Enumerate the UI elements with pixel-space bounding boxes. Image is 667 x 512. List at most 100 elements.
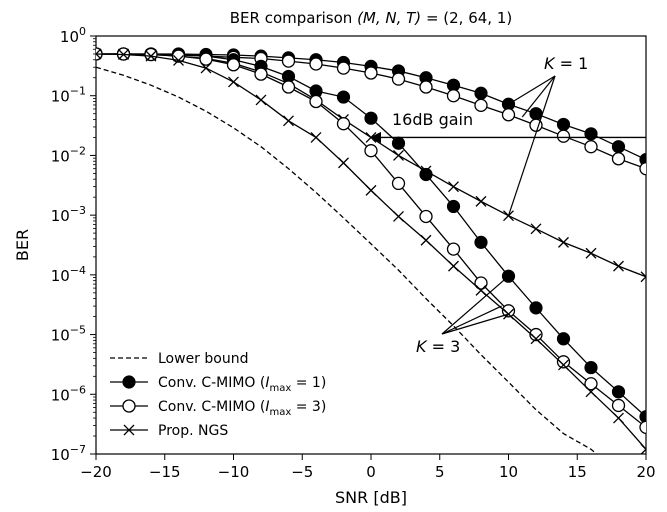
x-tick-label: 20 [636,463,655,481]
k3-arrow [441,275,509,335]
data-point [639,420,646,434]
data-point [639,410,646,424]
data-point [336,61,351,75]
data-point [96,48,102,60]
data-point [393,211,404,222]
series-line [96,66,598,454]
data-point [391,136,406,150]
x-tick-label: 10 [499,463,518,481]
legend-label: Lower bound [158,351,248,367]
data-point [446,89,461,103]
data-point [420,234,432,246]
data-point [556,117,571,132]
data-point [501,304,516,318]
data-point [556,129,571,143]
x-tick-label: 0 [366,463,376,481]
data-point [611,140,626,154]
data-point [281,54,296,68]
series-5 [96,47,646,434]
legend-label: Prop. NGS [158,423,228,439]
legend-marker [122,399,136,413]
y-ticks: 100 10−1 10−2 10−3 10−4 10−5 10−6 10−7 [51,25,96,464]
data-point [309,57,323,71]
data-point [558,359,569,371]
plot-area [95,35,647,455]
data-point [254,67,268,81]
data-point [419,167,433,182]
series-line [96,53,646,428]
data-point [529,301,543,315]
legend-item: Prop. NGS [110,423,228,439]
data-point [529,327,543,342]
x-tick-label: −15 [149,463,181,481]
data-point [393,149,404,161]
k1-arrow [521,75,556,118]
data-point [310,131,322,143]
data-point [640,271,646,283]
data-point [613,412,624,424]
data-point [475,284,487,296]
annotation-gain: 16dB gain [392,110,473,129]
x-tick-label: −20 [80,463,112,481]
data-point [611,152,626,166]
annotation-layer: K = 1 K = 3 16dB gain [369,54,646,356]
data-point [391,176,406,191]
y-tick-label: 10−5 [51,324,86,345]
data-point [419,209,433,224]
data-point [584,377,598,391]
data-point [503,210,514,222]
data-point [639,162,646,176]
data-point [474,235,488,249]
legend-item: Conv. C-MIMO (Imax = 3) [110,399,326,418]
legend: Lower bound Conv. C-MIMO (Imax = 1) Conv. … [110,351,326,439]
data-point [584,140,598,154]
data-point [281,80,296,94]
y-tick-label: 10−1 [51,85,86,106]
y-tick-label: 10−7 [51,443,86,464]
data-point [611,398,626,413]
data-point [611,385,626,399]
data-point [364,111,378,125]
data-point [448,260,459,272]
x-tick-label: −5 [291,463,313,481]
data-point [585,386,597,398]
annotation-k3: K = 3 [416,337,460,356]
chart-title: BER comparison (M, N, T) = (2, 64, 1) [230,9,512,27]
data-point [226,58,241,72]
data-point [336,117,351,131]
x-tick-label: 15 [568,463,587,481]
data-point [448,181,459,193]
k3-arrow [441,313,509,335]
legend-marker [123,424,135,436]
y-tick-label: 100 [60,25,86,46]
data-point [365,184,377,196]
data-point [283,115,294,127]
data-point [145,50,157,62]
data-point [199,52,213,66]
data-point [474,276,488,290]
x-ticks: −20 −15 −10 −5 0 5 10 15 20 [80,454,656,481]
k1-arrow [508,75,556,105]
k3-arrow [441,305,502,335]
legend-item: Conv. C-MIMO (Imax = 1) [110,375,326,394]
data-point [419,80,433,94]
x-axis-label: SNR [dB] [335,488,407,507]
data-point [529,107,543,121]
data-point [171,49,186,63]
data-point [501,108,516,122]
data-point [144,47,158,62]
series-layer [96,47,646,454]
series-4 [96,47,646,424]
y-tick-label: 10−2 [51,144,86,165]
k1-arrow [507,75,556,216]
series-3 [96,48,646,283]
data-point [309,94,323,109]
data-point [391,72,406,86]
data-point [364,144,378,158]
data-point [556,332,571,346]
data-point [475,195,487,207]
x-tick-label: −10 [218,463,250,481]
series-0 [96,66,598,454]
data-point [338,157,349,169]
